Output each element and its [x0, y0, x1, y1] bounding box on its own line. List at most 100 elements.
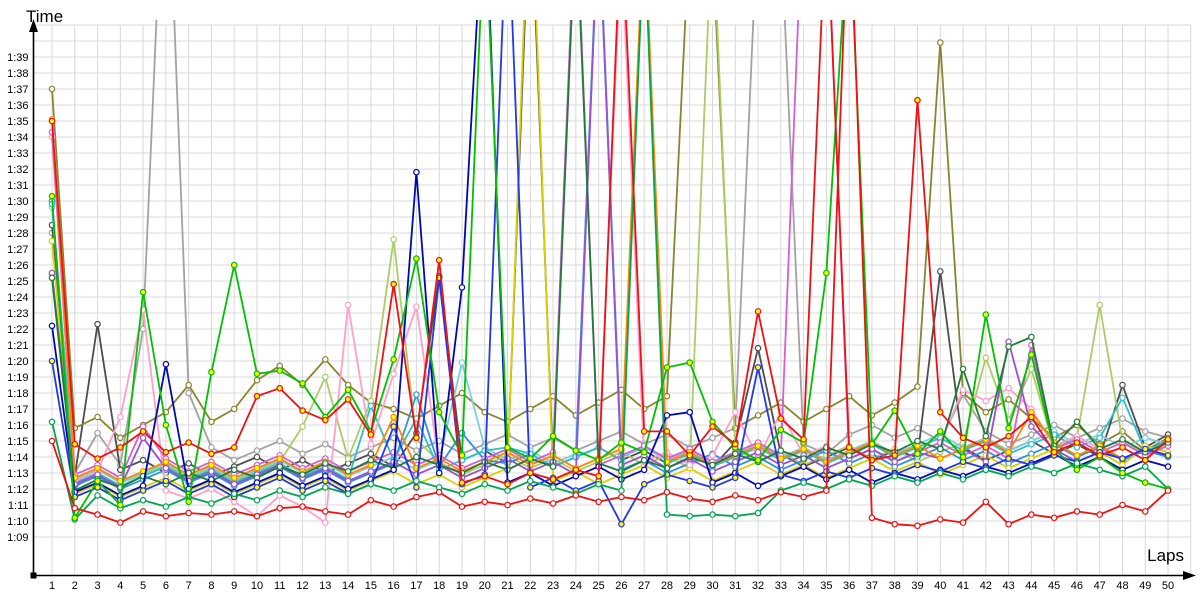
svg-text:1:09: 1:09: [7, 532, 28, 544]
data-point: [686, 461, 694, 469]
series-bright-green: [48, 20, 1172, 523]
data-point: [230, 508, 238, 515]
data-point: [731, 512, 739, 520]
data-point: [709, 484, 716, 491]
data-point: [1141, 508, 1149, 515]
data-point: [731, 450, 739, 458]
data-point: [982, 432, 990, 440]
data-point: [276, 474, 284, 482]
data-point: [1141, 428, 1149, 435]
data-point: [640, 480, 648, 488]
svg-text:28: 28: [661, 580, 673, 592]
svg-text:1:23: 1:23: [7, 308, 28, 320]
data-point: [230, 466, 238, 474]
svg-text:44: 44: [1025, 580, 1037, 592]
data-point: [94, 429, 101, 437]
svg-text:26: 26: [615, 580, 627, 592]
data-point: [686, 495, 694, 502]
data-point: [823, 405, 830, 413]
data-point: [117, 519, 124, 526]
data-point: [458, 490, 466, 498]
data-point: [1141, 479, 1149, 486]
data-point: [868, 514, 876, 522]
svg-text:7: 7: [186, 580, 192, 592]
data-point: [1164, 487, 1172, 494]
data-point: [640, 428, 648, 435]
svg-text:1:13: 1:13: [7, 468, 28, 480]
data-point: [982, 498, 990, 506]
series-red-leader: [48, 20, 1172, 530]
data-point: [1028, 423, 1035, 430]
svg-text:1:21: 1:21: [7, 340, 28, 352]
data-point: [1119, 455, 1126, 462]
data-point: [413, 391, 420, 398]
data-point: [640, 448, 648, 456]
svg-text:4: 4: [117, 580, 123, 592]
data-point: [663, 428, 671, 435]
data-point: [390, 413, 397, 421]
data-point: [640, 466, 648, 474]
data-point: [139, 508, 147, 515]
data-point: [48, 418, 56, 426]
data-point: [914, 450, 921, 458]
data-point: [322, 416, 329, 424]
data-point: [936, 516, 944, 523]
data-point: [845, 466, 853, 474]
data-point: [1005, 343, 1012, 350]
data-point: [276, 437, 284, 445]
data-point: [367, 468, 375, 475]
data-point: [94, 492, 101, 499]
svg-text:23: 23: [547, 580, 559, 592]
data-point: [891, 452, 899, 459]
data-point: [959, 453, 967, 461]
data-point: [322, 477, 329, 485]
data-point: [1050, 469, 1058, 477]
svg-text:2: 2: [72, 580, 78, 592]
data-point: [253, 453, 261, 461]
data-point: [1141, 463, 1149, 470]
data-point: [1096, 511, 1103, 518]
data-point: [686, 512, 694, 520]
data-point: [208, 468, 215, 475]
data-point: [48, 192, 56, 200]
svg-text:1:11: 1:11: [8, 500, 29, 512]
data-point: [686, 359, 694, 366]
data-point: [299, 493, 306, 501]
data-point: [618, 487, 625, 494]
data-point: [663, 511, 671, 518]
series-dark-grey: [48, 20, 1172, 480]
x-axis-title: Laps: [1147, 546, 1184, 565]
data-point: [276, 463, 284, 470]
data-point: [322, 460, 329, 467]
data-point: [709, 468, 716, 475]
data-point: [1028, 431, 1035, 438]
data-point: [709, 452, 716, 459]
data-point: [1073, 439, 1081, 446]
data-point: [230, 490, 238, 498]
data-point: [230, 474, 238, 482]
svg-text:30: 30: [706, 580, 718, 592]
data-point: [253, 496, 261, 504]
y-tick-labels: 1:09 1:10 1:11 1:12 1:13 1:14 1:15 1:16 1:17 1:18…: [7, 52, 28, 544]
data-point: [777, 471, 785, 478]
data-point: [754, 442, 762, 450]
data-point: [549, 432, 557, 440]
data-point: [94, 464, 101, 472]
data-point: [914, 522, 921, 530]
svg-text:21: 21: [501, 580, 513, 592]
data-point: [754, 344, 762, 352]
data-point: [663, 364, 671, 371]
data-point: [117, 434, 124, 442]
data-point: [709, 461, 716, 469]
data-point: [731, 458, 739, 466]
svg-text:1:32: 1:32: [7, 164, 28, 176]
data-point: [162, 464, 170, 472]
data-point: [618, 493, 625, 501]
data-point: [344, 468, 352, 475]
data-point: [526, 484, 534, 491]
svg-text:1:10: 1:10: [7, 516, 28, 528]
data-point: [686, 408, 694, 416]
data-point: [754, 496, 762, 504]
data-point: [299, 423, 306, 430]
